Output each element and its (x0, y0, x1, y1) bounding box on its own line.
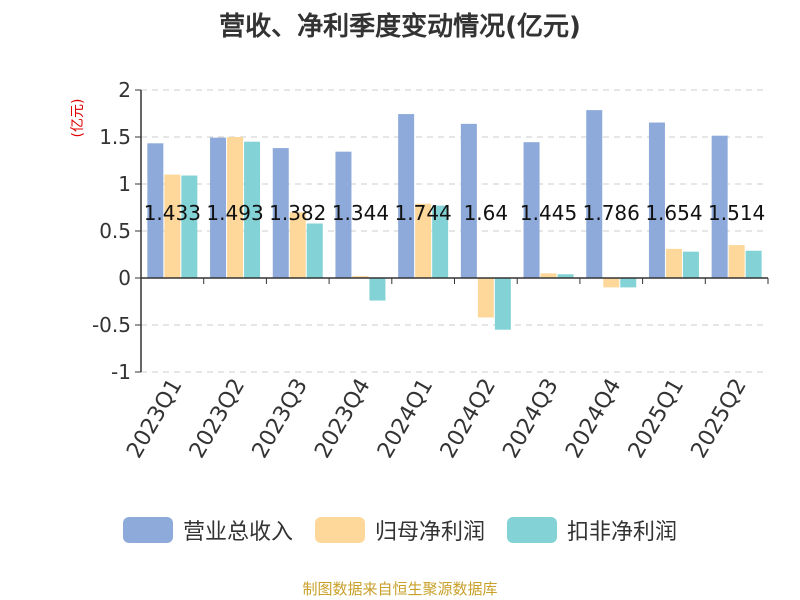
legend-item[interactable]: 归母净利润 (314, 514, 485, 546)
bar-revenue (460, 123, 477, 278)
x-tick-label: 2024Q2 (436, 374, 501, 462)
y-tick-label: -1 (111, 360, 131, 384)
legend-swatch (314, 517, 365, 543)
bar-net-profit (164, 174, 181, 278)
data-label-revenue: 1.64 (464, 201, 509, 225)
bar-deducted-profit (557, 274, 574, 278)
y-tick-label: 1 (118, 172, 131, 196)
data-label-revenue: 1.514 (708, 201, 765, 225)
bar-deducted-profit (244, 141, 261, 278)
legend: 营业总收入 归母净利润 扣非净利润 (0, 514, 800, 546)
bar-revenue (272, 148, 289, 278)
x-tick-label: 2025Q1 (624, 375, 689, 463)
bar-revenue (398, 114, 415, 279)
bar-net-profit (665, 248, 682, 278)
bar-net-profit (227, 137, 244, 278)
x-tick-label: 2023Q1 (122, 375, 187, 463)
bar-net-profit (352, 276, 369, 278)
data-label-revenue: 1.433 (144, 201, 201, 225)
data-label-revenue: 1.744 (395, 201, 452, 225)
x-tick-label: 2024Q3 (498, 375, 563, 463)
data-label-revenue: 1.654 (645, 201, 702, 225)
bar-revenue (335, 151, 352, 278)
legend-swatch (507, 517, 557, 543)
y-tick-label: -0.5 (92, 313, 131, 337)
bar-net-profit (477, 278, 494, 318)
data-label-revenue: 1.382 (269, 201, 326, 225)
bar-deducted-profit (181, 175, 198, 278)
x-tick-label: 2024Q1 (373, 375, 438, 463)
y-tick-label: 2 (118, 78, 131, 102)
data-labels: 1.433 1.493 1.382 1.344 1.744 1.64 1.445 1.786 1… (144, 201, 766, 225)
data-label-revenue: 1.344 (332, 201, 389, 225)
source-note: 制图数据来自恒生聚源数据库 (302, 580, 498, 598)
y-axis-unit-label: (亿元) (70, 99, 86, 138)
bar-net-profit (603, 278, 620, 288)
bar-deducted-profit (494, 278, 511, 330)
bar-deducted-profit (306, 223, 323, 278)
bar-net-profit (289, 212, 306, 278)
bar-revenue (648, 122, 665, 278)
bar-net-profit (415, 203, 432, 278)
chart-title: 营收、净利季度变动情况(亿元) (219, 12, 581, 42)
data-label-revenue: 1.493 (206, 201, 263, 225)
legend-label: 扣非净利润 (567, 520, 678, 545)
legend-swatch (122, 517, 173, 543)
x-tick-label: 2024Q4 (561, 375, 626, 463)
bar-deducted-profit (682, 251, 699, 278)
bar-revenue (147, 143, 164, 278)
bar-revenue (210, 137, 227, 278)
bar-deducted-profit (369, 278, 386, 301)
x-tick-label: 2023Q2 (185, 375, 250, 463)
bar-revenue (711, 135, 728, 278)
legend-label: 营业总收入 (182, 520, 293, 545)
x-tick-label: 2025Q2 (687, 375, 752, 463)
legend-label: 归母净利润 (374, 520, 485, 545)
x-tick-label: 2023Q4 (310, 375, 375, 463)
bar-revenue (523, 142, 540, 278)
bar-net-profit (728, 245, 745, 278)
bar-net-profit (540, 273, 557, 278)
legend-item[interactable]: 扣非净利润 (507, 514, 677, 546)
bar-deducted-profit (432, 205, 449, 278)
bar-revenue (586, 110, 603, 278)
bars (147, 110, 762, 330)
data-label-revenue: 1.786 (583, 201, 640, 225)
legend-item[interactable]: 营业总收入 (122, 514, 293, 546)
y-tick-label: 0 (118, 266, 131, 290)
data-label-revenue: 1.445 (520, 201, 577, 225)
y-tick-label: 1.5 (99, 125, 131, 149)
bar-deducted-profit (745, 250, 762, 278)
bar-deducted-profit (620, 278, 637, 288)
y-tick-label: 0.5 (99, 219, 131, 243)
x-tick-label: 2023Q3 (248, 375, 313, 463)
